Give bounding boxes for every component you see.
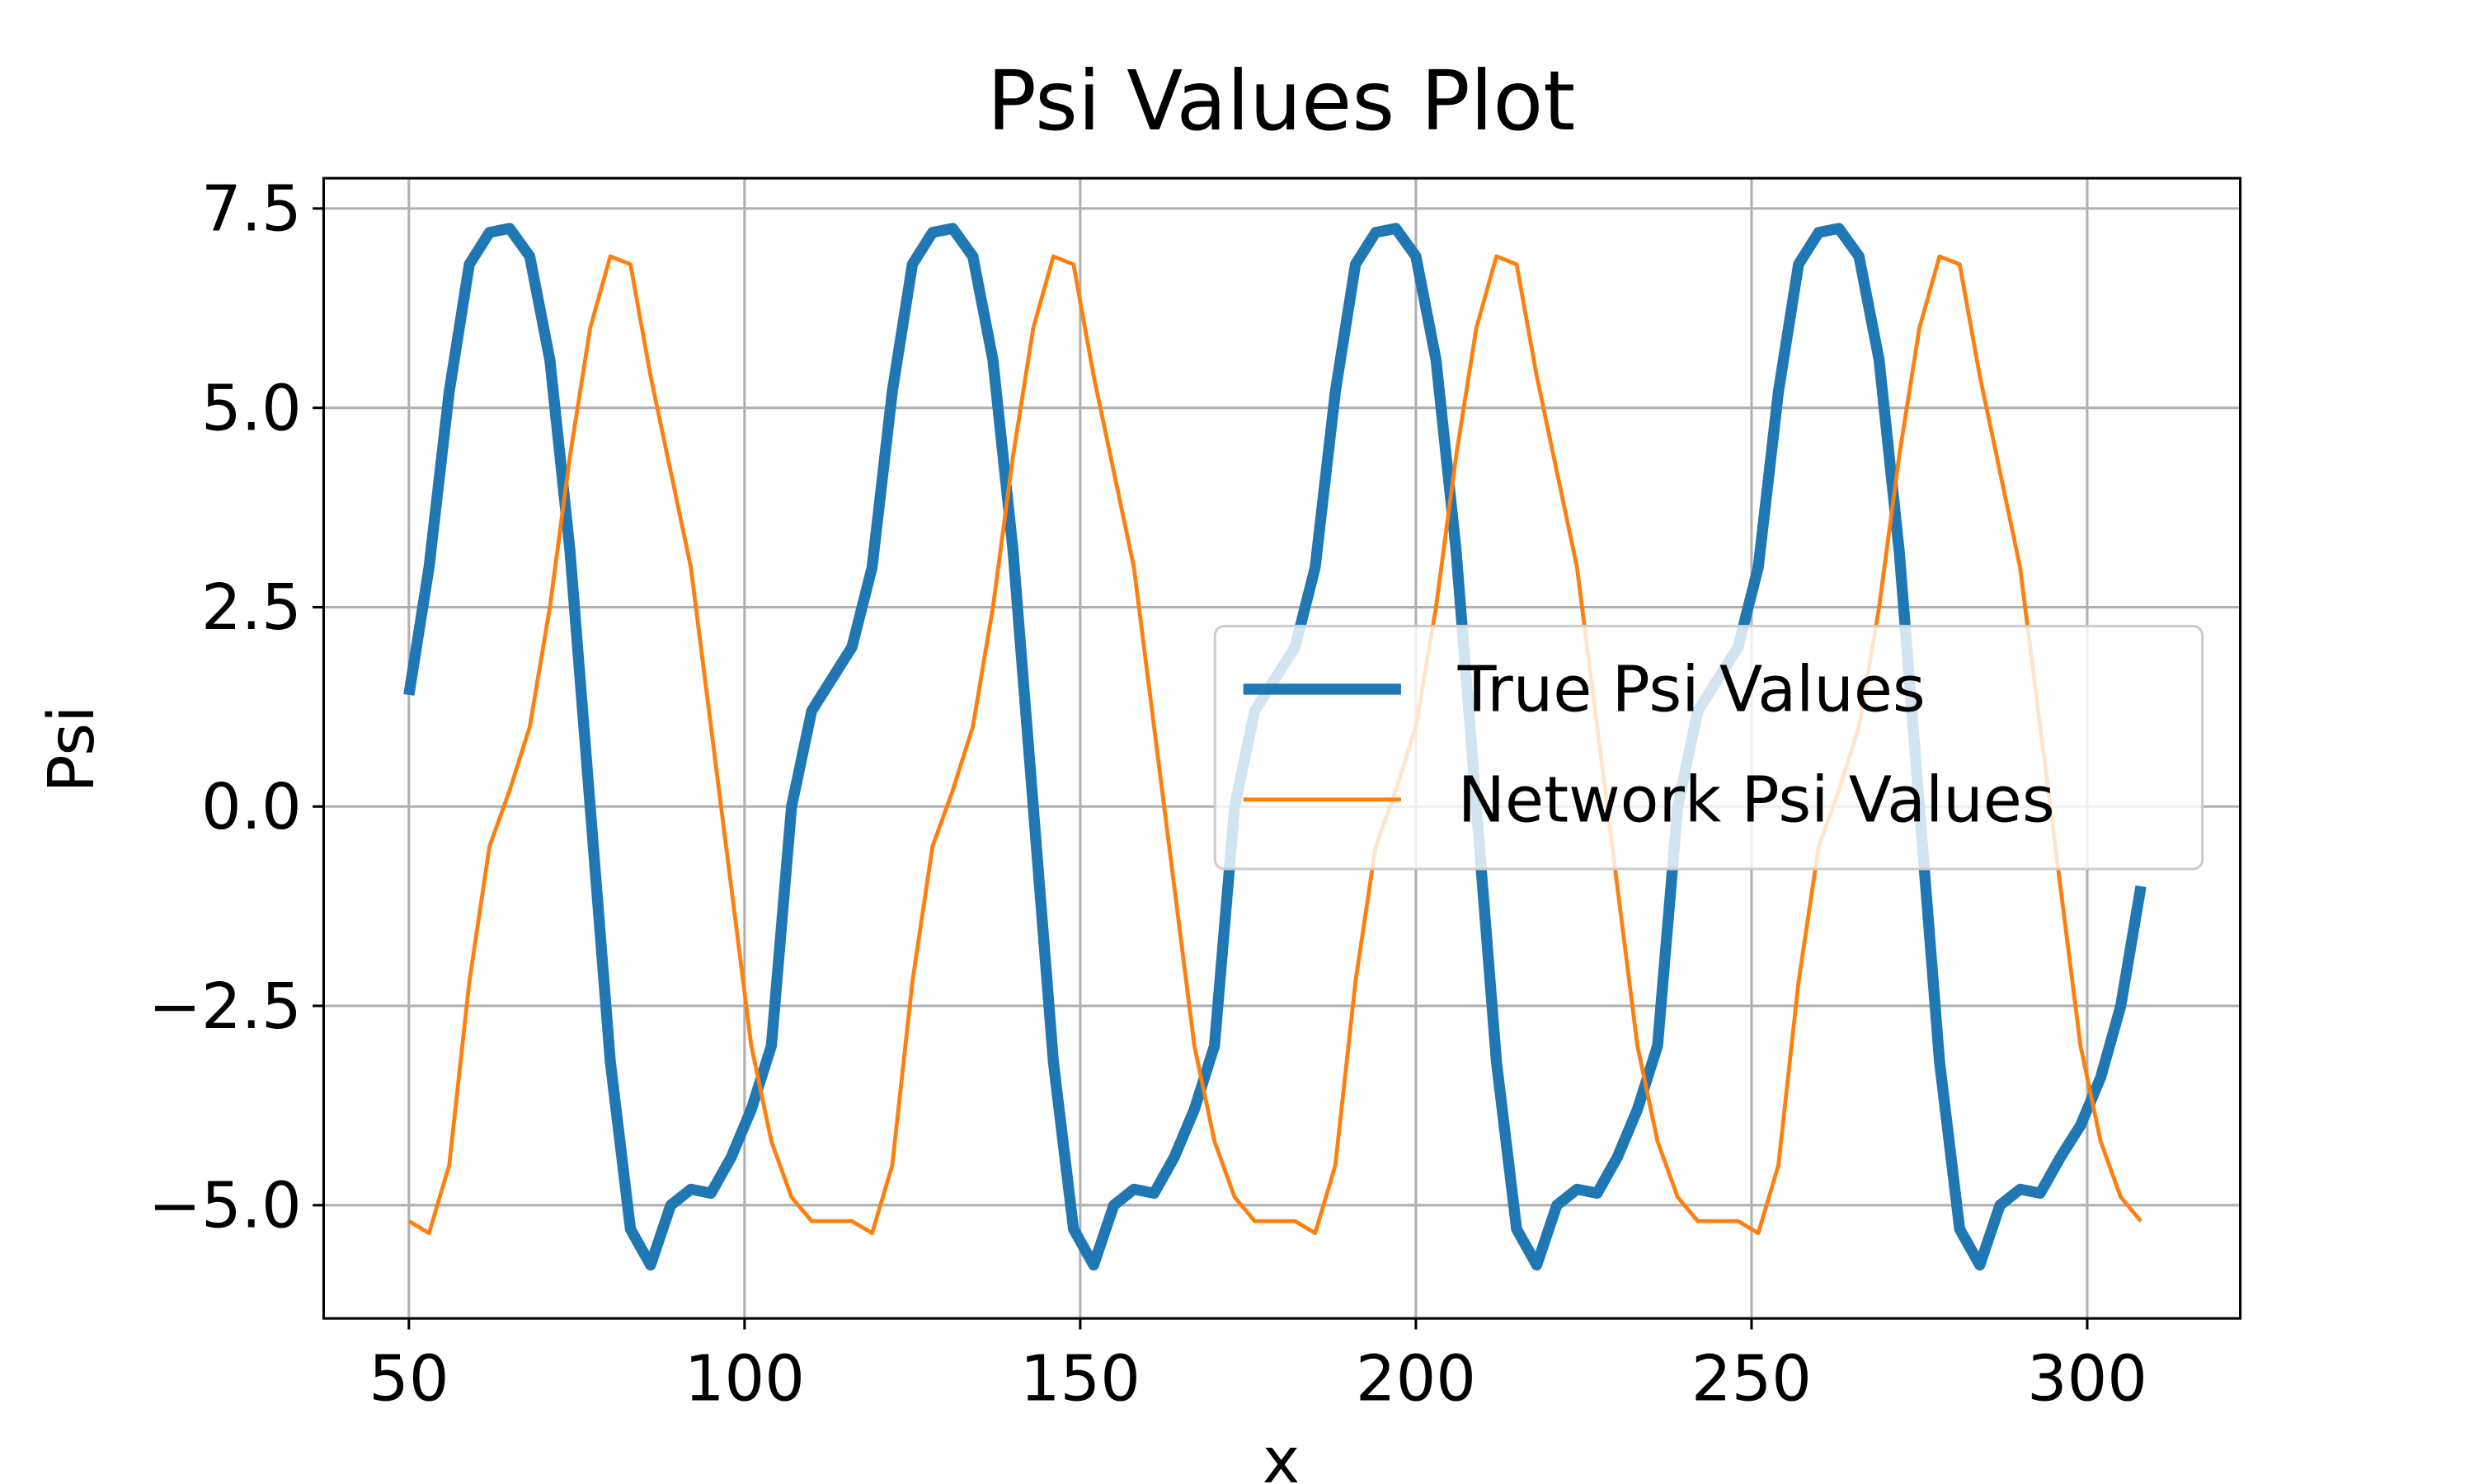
y-tick-label: 2.5 bbox=[201, 571, 302, 645]
y-tick-label: 7.5 bbox=[201, 173, 302, 247]
x-tick-label: 250 bbox=[1691, 1343, 1812, 1416]
y-tick-label: 5.0 bbox=[201, 372, 302, 445]
x-tick-label: 100 bbox=[684, 1343, 805, 1416]
y-tick-label: −2.5 bbox=[148, 970, 302, 1044]
y-axis-label: Psi bbox=[35, 706, 109, 793]
legend-label: Network Psi Values bbox=[1458, 764, 2055, 838]
ticks: 50 100 150 200 250 300 −5.0 −2.5 0.0 2.5 5.0 7.5 bbox=[148, 173, 2147, 1416]
x-tick-label: 50 bbox=[369, 1343, 449, 1416]
legend-label: True Psi Values bbox=[1457, 654, 1926, 727]
x-tick-label: 300 bbox=[2027, 1343, 2147, 1416]
plot-frame bbox=[322, 176, 2242, 1320]
legend-box bbox=[1213, 624, 2204, 871]
x-tick-label: 200 bbox=[1356, 1343, 1476, 1416]
legend: True Psi Values Network Psi Values bbox=[1213, 624, 2204, 871]
chart-title: Psi Values Plot bbox=[987, 54, 1575, 149]
x-tick-label: 150 bbox=[1020, 1343, 1141, 1416]
grid bbox=[323, 178, 2241, 1319]
x-axis-label: x bbox=[1263, 1425, 1300, 1484]
y-tick-label: −5.0 bbox=[148, 1170, 302, 1243]
y-tick-label: 0.0 bbox=[201, 771, 302, 844]
